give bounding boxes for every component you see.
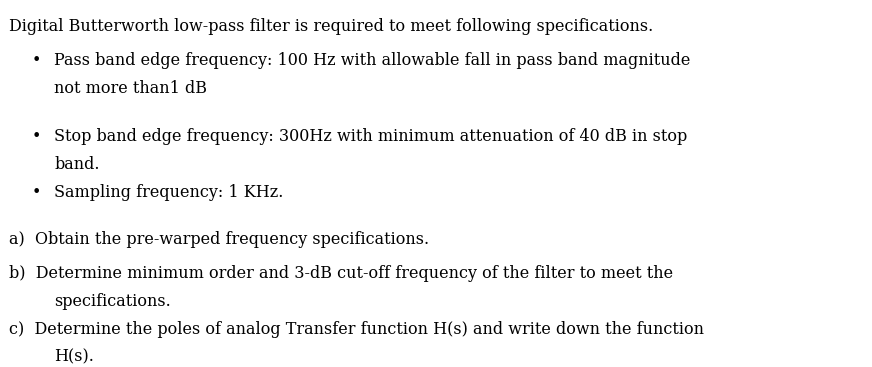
Text: Digital Butterworth low-pass filter is required to meet following specifications: Digital Butterworth low-pass filter is r… — [9, 18, 653, 34]
Text: specifications.: specifications. — [54, 293, 171, 310]
Text: b)  Determine minimum order and 3-dB cut-off frequency of the filter to meet the: b) Determine minimum order and 3-dB cut-… — [9, 265, 673, 282]
Text: Pass band edge frequency: 100 Hz with allowable fall in pass band magnitude: Pass band edge frequency: 100 Hz with al… — [54, 52, 691, 69]
Text: c)  Determine the poles of analog Transfer function H(s) and write down the func: c) Determine the poles of analog Transfe… — [9, 321, 704, 338]
Text: •: • — [32, 52, 41, 69]
Text: •: • — [32, 128, 41, 145]
Text: Stop band edge frequency: 300Hz with minimum attenuation of 40 dB in stop: Stop band edge frequency: 300Hz with min… — [54, 128, 687, 145]
Text: •: • — [32, 184, 41, 201]
Text: H(s).: H(s). — [54, 349, 94, 366]
Text: not more than1 dB: not more than1 dB — [54, 80, 207, 97]
Text: a)  Obtain the pre-warped frequency specifications.: a) Obtain the pre-warped frequency speci… — [9, 231, 429, 248]
Text: Sampling frequency: 1 KHz.: Sampling frequency: 1 KHz. — [54, 184, 283, 201]
Text: band.: band. — [54, 156, 99, 173]
